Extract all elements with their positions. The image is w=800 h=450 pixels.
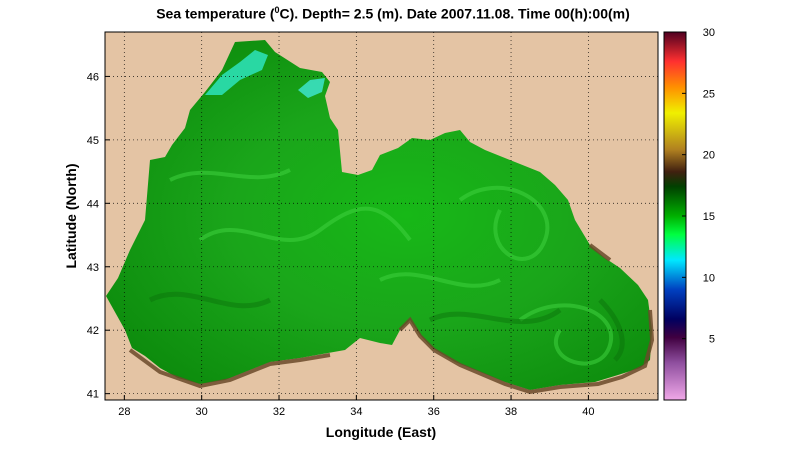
colorbar-ticks: 5 10 15 20 25 30: [682, 27, 715, 346]
plot-axes-box: [104, 31, 659, 401]
y-tick-label: 44: [87, 198, 99, 210]
title-suffix: C). Depth= 2.5 (m). Date 2007.11.08. Tim…: [279, 5, 630, 22]
title-degree-sup: 0: [274, 5, 280, 15]
y-ticks: 41 42 43 44 45 46: [87, 71, 110, 401]
coastal-warm-fringe: [128, 243, 655, 395]
colorbar-tick-label: 10: [703, 272, 715, 284]
eddy-texture: [169, 168, 614, 366]
x-tick-label: 32: [273, 406, 285, 418]
dark-eddy-texture: [148, 291, 625, 362]
x-tick-label: 36: [428, 406, 440, 418]
y-axis-label: Latitude (North): [63, 164, 79, 269]
x-tick-label: 28: [118, 406, 130, 418]
sea-water-region: [106, 40, 652, 390]
x-tick-label: 38: [505, 406, 517, 418]
x-ticks: 28 30 32 34 36 38 40: [118, 395, 595, 418]
colorbar-tick-label: 20: [703, 150, 715, 162]
colorbar-tick-label: 5: [709, 334, 715, 346]
y-tick-label: 41: [87, 389, 99, 401]
y-tick-label: 42: [87, 325, 99, 337]
colorbar-tick-label: 30: [703, 27, 715, 39]
title-prefix: Sea temperature (: [156, 5, 275, 22]
x-tick-label: 40: [582, 406, 594, 418]
x-axis-label: Longitude (East): [326, 424, 436, 440]
cold-shelf-water-2: [298, 78, 325, 98]
x-tick-label: 34: [350, 406, 362, 418]
x-tick-label: 30: [196, 406, 208, 418]
cold-shelf-water: [205, 50, 268, 95]
y-tick-label: 46: [87, 71, 99, 83]
y-tick-label: 45: [87, 135, 99, 147]
y-tick-label: 43: [87, 262, 99, 274]
colorbar-tick-label: 25: [703, 88, 715, 100]
grid-lines: [105, 32, 658, 400]
colorbar-tick-label: 15: [703, 211, 715, 223]
plot-title: Sea temperature (0C). Depth= 2.5 (m). Da…: [98, 5, 688, 22]
